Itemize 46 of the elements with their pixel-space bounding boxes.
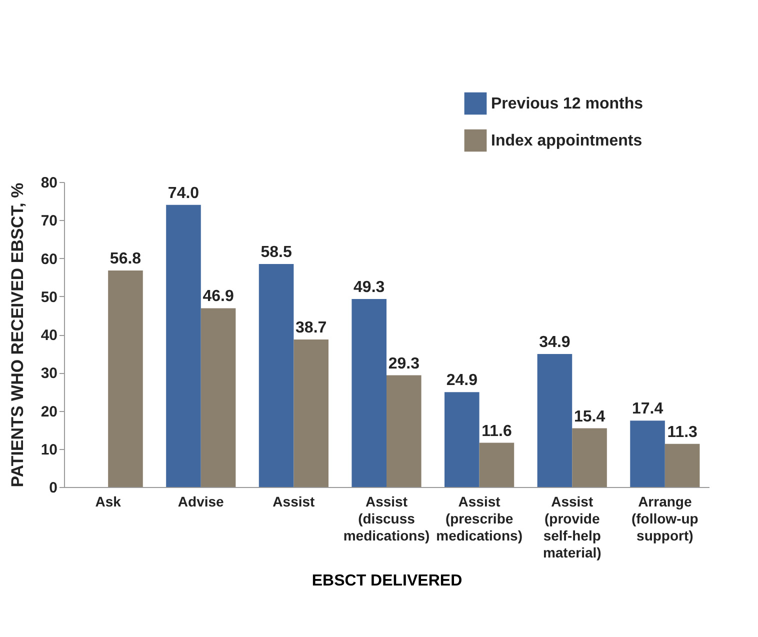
bar	[630, 420, 665, 487]
x-tick-label: Advise	[178, 494, 224, 510]
legend-label: Index appointments	[491, 132, 642, 150]
bar	[479, 442, 514, 487]
y-tick-label: 40	[40, 327, 58, 344]
x-tick-label: Assist	[272, 494, 316, 510]
y-tick-label: 10	[40, 441, 58, 458]
x-axis-title: EBSCT DELIVERED	[312, 572, 462, 590]
bar	[444, 392, 480, 487]
data-label: 34.9	[539, 334, 570, 351]
y-tick-label: 70	[40, 212, 58, 230]
bar	[386, 375, 422, 487]
data-label: 38.7	[296, 319, 327, 336]
y-tick-label: 0	[49, 480, 58, 496]
data-label: 58.5	[260, 244, 292, 261]
bar	[108, 270, 143, 487]
legend-label: Previous 12 months	[491, 96, 644, 112]
y-tick-label: 30	[40, 365, 58, 382]
bar	[537, 354, 572, 487]
data-label: 46.9	[202, 288, 234, 306]
data-label: 11.3	[667, 424, 698, 441]
data-label: 56.8	[110, 250, 142, 268]
y-tick-label: 80	[40, 174, 58, 192]
bar	[664, 444, 700, 487]
x-tick-label: Assist (provide self-help material)	[542, 494, 602, 560]
bar	[200, 308, 236, 487]
y-tick-label: 50	[40, 288, 58, 306]
bar	[572, 428, 607, 487]
data-label: 49.3	[354, 279, 385, 296]
bar	[258, 264, 294, 487]
x-tick-label: Ask	[95, 494, 122, 510]
data-label: 11.6	[482, 422, 512, 440]
y-tick-label: 20	[40, 403, 58, 420]
data-label: 15.4	[574, 408, 606, 426]
data-label: 29.3	[388, 355, 420, 372]
y-axis-title: PATIENTS WHO RECEIVED EBSCT, %	[8, 182, 27, 488]
data-label: 74.0	[168, 184, 200, 202]
x-tick-label: Assist (discuss medications)	[343, 494, 430, 544]
data-label: 17.4	[632, 400, 664, 418]
bar	[352, 299, 386, 487]
x-tick-label: Assist (prescribe medications)	[436, 494, 522, 544]
x-tick-label: Arrange (follow-up support)	[631, 494, 698, 544]
bar	[294, 339, 328, 487]
data-label: 24.9	[446, 372, 478, 390]
bar	[166, 204, 201, 487]
y-tick-label: 60	[40, 250, 58, 268]
